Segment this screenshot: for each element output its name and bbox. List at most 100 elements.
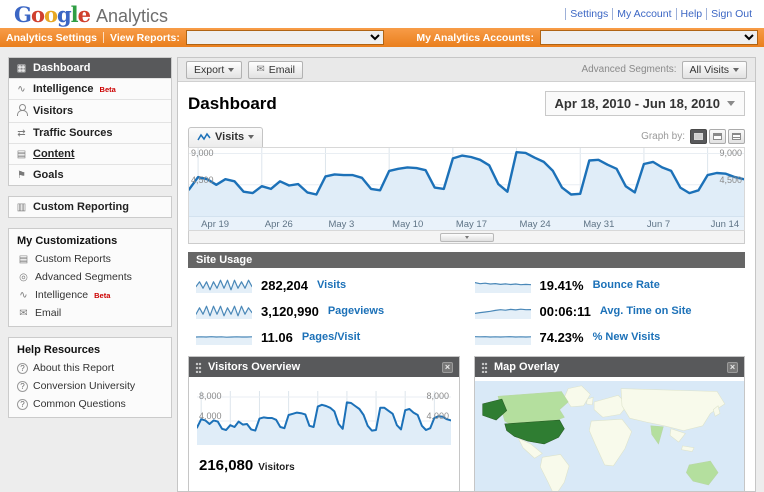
- my-analytics-accounts-label: My Analytics Accounts:: [416, 31, 534, 44]
- chart-collapse-button[interactable]: [439, 232, 494, 242]
- svg-text:9,000: 9,000: [719, 148, 742, 158]
- view-reports-select[interactable]: [185, 30, 384, 45]
- graph-by-month-button[interactable]: [728, 129, 745, 144]
- metric-link[interactable]: Visits: [317, 279, 347, 291]
- sidebar-item-content[interactable]: ▤ Content: [9, 143, 171, 164]
- pages-per-visit-sparkline: [196, 329, 252, 345]
- sidebar-item-intelligence-custom[interactable]: ∿ Intelligence Beta: [9, 286, 171, 304]
- dashboard-widgets: Visitors Overview × 4,000 4,000 8,000 8,000…: [188, 356, 745, 492]
- close-icon[interactable]: ×: [727, 361, 738, 373]
- chevron-down-icon: [464, 235, 469, 239]
- x-tick-label: Apr 19: [201, 219, 230, 230]
- sidebar-item-common-questions[interactable]: ? Common Questions: [9, 395, 171, 417]
- visits-sparkline: [196, 277, 252, 293]
- date-range-selector[interactable]: Apr 18, 2010 - Jun 18, 2010: [544, 91, 745, 116]
- envelope-icon: ✉: [256, 64, 265, 75]
- sidebar-item-label: Visitors: [33, 105, 74, 117]
- metric-tab-label: Visits: [215, 131, 245, 143]
- report-toolbar: Export ✉ Email Advanced Segments: All Vi…: [178, 58, 755, 82]
- logo-letter: e: [77, 1, 91, 27]
- metric-value: 282,204: [261, 277, 308, 293]
- my-analytics-accounts-select[interactable]: [540, 30, 758, 45]
- settings-link[interactable]: Settings: [565, 8, 613, 20]
- sidebar-item-custom-reports[interactable]: ▤ Custom Reports: [9, 250, 171, 268]
- x-tick-label: May 10: [392, 219, 424, 230]
- svg-text:8,000: 8,000: [426, 391, 449, 401]
- chevron-down-icon: [733, 67, 739, 72]
- chevron-down-icon: [248, 135, 255, 139]
- traffic-arrows-icon: ⇄: [17, 127, 26, 139]
- sidebar-item-custom-reporting[interactable]: ▥ Custom Reporting: [9, 197, 171, 217]
- chart-scroll-strip: [188, 231, 745, 244]
- sidebar-item-conversion-university[interactable]: ? Conversion University: [9, 377, 171, 395]
- visitors-label: Visitors: [258, 462, 295, 473]
- beta-badge: Beta: [99, 84, 116, 94]
- intelligence-chart-icon: ∿: [19, 289, 28, 301]
- chart-x-axis-labels: Apr 19 Apr 26 May 3 May 10 May 17 May 24 May 3…: [189, 216, 744, 230]
- visits-chart[interactable]: 4,500 4,500 9,000 9,000: [189, 148, 744, 216]
- sidebar-nav: ▦ Dashboard ∿ Intelligence Beta Visitors…: [8, 57, 172, 186]
- site-usage-header: Site Usage: [188, 252, 745, 268]
- email-button[interactable]: ✉ Email: [248, 60, 304, 79]
- drag-handle-icon[interactable]: [481, 361, 488, 373]
- svg-text:4,000: 4,000: [426, 411, 449, 421]
- sidebar-item-about-this-report[interactable]: ? About this Report: [9, 359, 171, 377]
- sidebar-item-label: Custom Reporting: [33, 201, 129, 213]
- email-label: Email: [268, 63, 296, 76]
- sparkline-icon: [197, 132, 211, 142]
- visits-metric-tab[interactable]: Visits: [188, 127, 264, 147]
- graph-by-week-button[interactable]: [709, 129, 726, 144]
- x-tick-label: Jun 7: [646, 219, 671, 230]
- metric-link[interactable]: Pages/Visit: [301, 331, 361, 343]
- drag-handle-icon[interactable]: [195, 361, 202, 373]
- visitors-value: 216,080: [199, 457, 254, 474]
- sidebar: ▦ Dashboard ∿ Intelligence Beta Visitors…: [8, 57, 172, 492]
- x-tick-label: May 3: [328, 219, 355, 230]
- content-area: ▦ Dashboard ∿ Intelligence Beta Visitors…: [0, 47, 764, 492]
- metric-value: 19.41%: [539, 277, 584, 293]
- sidebar-item-email[interactable]: ✉ Email: [9, 304, 171, 326]
- map-overlay-header[interactable]: Map Overlay ×: [475, 357, 744, 377]
- sign-out-link[interactable]: Sign Out: [706, 8, 756, 20]
- logo-letter: o: [43, 1, 58, 27]
- sidebar-item-intelligence[interactable]: ∿ Intelligence Beta: [9, 78, 171, 99]
- header-links: Settings My Account Help Sign Out: [565, 8, 756, 20]
- export-button[interactable]: Export: [186, 60, 243, 79]
- graph-by-day-button[interactable]: [690, 129, 707, 144]
- visitors-overview-header[interactable]: Visitors Overview ×: [189, 357, 459, 377]
- analytics-settings-link[interactable]: Analytics Settings: [6, 31, 98, 44]
- advanced-segments-button[interactable]: All Visits: [681, 60, 747, 79]
- svg-text:4,000: 4,000: [199, 411, 222, 421]
- help-link[interactable]: Help: [675, 8, 707, 20]
- sidebar-item-dashboard[interactable]: ▦ Dashboard: [9, 58, 171, 78]
- graph-day-icon: [694, 133, 703, 140]
- metric-link[interactable]: Pageviews: [327, 305, 385, 317]
- close-icon[interactable]: ×: [442, 361, 453, 373]
- metric-value: 00:06:11: [539, 303, 591, 319]
- metric-value: 11.06: [261, 329, 293, 345]
- metric-link[interactable]: % New Visits: [592, 331, 661, 343]
- x-tick-label: Apr 26: [264, 219, 293, 230]
- sidebar-item-advanced-segments[interactable]: ◎ Advanced Segments: [9, 268, 171, 286]
- metric-link[interactable]: Avg. Time on Site: [599, 305, 692, 317]
- help-resources-title: Help Resources: [17, 344, 101, 356]
- world-map[interactable]: [475, 381, 744, 492]
- metric-link[interactable]: Bounce Rate: [592, 279, 660, 291]
- metric-pageviews: 3,120,990 Pageviews: [188, 298, 467, 324]
- site-usage-metrics: 282,204 Visits 19.41% Bounce Rate 3,120,…: [188, 272, 745, 350]
- main-panel: Export ✉ Email Advanced Segments: All Vi…: [177, 57, 756, 492]
- sidebar-item-traffic-sources[interactable]: ⇄ Traffic Sources: [9, 122, 171, 143]
- beta-badge: Beta: [94, 290, 111, 300]
- visitors-overview-chart[interactable]: 4,000 4,000 8,000 8,000: [197, 391, 451, 445]
- metric-new-visits: 74.23% % New Visits: [467, 324, 746, 350]
- intelligence-chart-icon: ∿: [17, 83, 26, 95]
- avg-time-sparkline: [474, 303, 531, 319]
- graph-month-icon: [732, 133, 741, 140]
- my-customizations-box: My Customizations ▤ Custom Reports ◎ Adv…: [8, 228, 172, 327]
- sidebar-item-visitors[interactable]: Visitors: [9, 99, 171, 122]
- my-account-link[interactable]: My Account: [612, 8, 676, 20]
- sidebar-item-goals[interactable]: ⚑ Goals: [9, 164, 171, 185]
- visitors-overview-widget: Visitors Overview × 4,000 4,000 8,000 8,000…: [188, 356, 460, 491]
- logo-letter: g: [56, 1, 72, 27]
